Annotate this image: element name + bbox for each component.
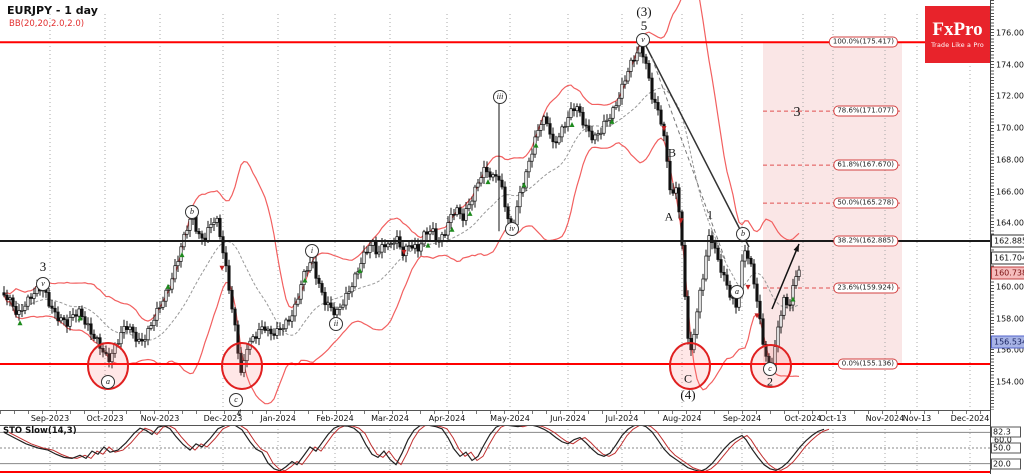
current-price-box: 156.534	[991, 335, 1024, 349]
trendline	[645, 45, 750, 248]
price-tick-label: 166.000	[996, 187, 1024, 197]
fxpro-tagline: Trade Like a Pro	[931, 42, 984, 49]
projection-arrowhead	[793, 244, 799, 252]
sto-value-label: 50.0	[991, 442, 1021, 454]
chart-title: EURJPY - 1 day	[7, 4, 98, 17]
date-tick-label: Nov-2023	[140, 414, 180, 423]
price-tick-label: 164.000	[996, 218, 1024, 228]
stochastic-indicator-label: STO Slow(14,3)	[3, 426, 77, 436]
date-tick-label: Nov-13	[902, 414, 932, 423]
up-arrow-marker	[77, 315, 83, 321]
price-tick-label: 158.000	[996, 314, 1024, 324]
bollinger-indicator-label: BB(20,20,2.0,2.0)	[9, 19, 85, 29]
date-tick-label: Apr-2024	[428, 414, 466, 423]
chart-plot-area[interactable]	[0, 0, 990, 474]
sto-value-label: 60.0	[994, 435, 1012, 445]
price-tick-label: 168.000	[996, 155, 1024, 165]
sto-value-label: 20.0	[991, 458, 1021, 470]
price-tick-label: 176.000	[996, 28, 1024, 38]
price-tick-label: 154.000	[996, 377, 1024, 387]
up-arrow-marker	[17, 320, 23, 326]
date-tick-label: Mar-2024	[371, 414, 409, 423]
up-arrow-marker	[357, 267, 363, 273]
date-tick-label: Feb-2024	[316, 414, 354, 423]
price-axis-ticks	[991, 0, 994, 410]
highlight-circle	[221, 342, 263, 390]
down-arrow-marker	[754, 313, 760, 319]
up-arrow-marker	[467, 210, 473, 216]
bollinger-upper-band	[3, 0, 800, 322]
price-tick-label: 156.000	[996, 345, 1024, 355]
date-tick-label: Oct-13	[819, 414, 847, 423]
up-arrow-marker	[790, 296, 796, 302]
price-tick-label: 174.000	[996, 60, 1024, 70]
up-arrow-marker	[165, 283, 171, 289]
price-tick-label: 160.000	[996, 282, 1024, 292]
highlight-circle	[87, 342, 129, 390]
date-axis-ticks	[0, 411, 990, 414]
date-tick-label: Sep-2023	[30, 414, 70, 423]
projection-arrow	[771, 243, 800, 310]
candlesticks	[2, 39, 801, 378]
up-arrow-marker	[569, 122, 575, 128]
date-tick-label: Jun-2024	[550, 414, 586, 423]
price-tick-label: 172.000	[996, 91, 1024, 101]
date-tick-label: May-2024	[490, 414, 530, 423]
date-tick-label: Jul-2024	[605, 414, 639, 423]
down-arrow-marker	[219, 265, 225, 271]
date-tick-label: Oct-2024	[784, 414, 822, 423]
current-price-box: 160.738	[991, 266, 1024, 280]
current-price-box: 162.885	[991, 234, 1024, 248]
fxpro-logo: FxPro Trade Like a Pro	[925, 6, 990, 63]
highlight-circle	[750, 344, 792, 388]
up-arrow-marker	[485, 179, 491, 185]
date-tick-label: Oct-2023	[86, 414, 124, 423]
date-axis[interactable]: Sep-2023 Oct-2023 Nov-2023 Dec-2023 Jan-2024…	[0, 410, 990, 426]
sto-value-label: 82.3	[991, 426, 1021, 438]
date-tick-label: Aug-2024	[662, 414, 702, 423]
up-arrow-marker	[609, 118, 615, 124]
date-tick-label: Sep-2024	[722, 414, 762, 423]
date-tick-label: Dec-2023	[203, 414, 243, 423]
down-arrow-marker	[661, 126, 667, 132]
current-price-box: 161.704	[991, 251, 1024, 265]
fxpro-brand-text: FxPro	[932, 19, 983, 40]
price-tick-label: 170.000	[996, 123, 1024, 133]
up-arrow-marker	[533, 142, 539, 148]
up-arrow-marker	[179, 252, 185, 258]
price-axis[interactable]: 176.000 174.000 172.000 170.000 168.000 166.0…	[990, 0, 1024, 474]
date-tick-label: Dec-2024	[950, 414, 990, 423]
up-arrow-marker	[302, 277, 308, 283]
date-tick-label: Nov-2024	[865, 414, 905, 423]
down-arrow-marker	[401, 249, 407, 255]
highlight-circle	[669, 342, 711, 390]
up-arrow-marker	[425, 242, 431, 248]
down-arrow-marker	[678, 218, 684, 224]
trendline	[651, 57, 727, 263]
up-arrow-marker	[521, 182, 527, 188]
up-arrow-marker	[449, 226, 455, 232]
date-tick-label: Jan-2024	[260, 414, 296, 423]
down-arrow-marker	[745, 284, 751, 290]
